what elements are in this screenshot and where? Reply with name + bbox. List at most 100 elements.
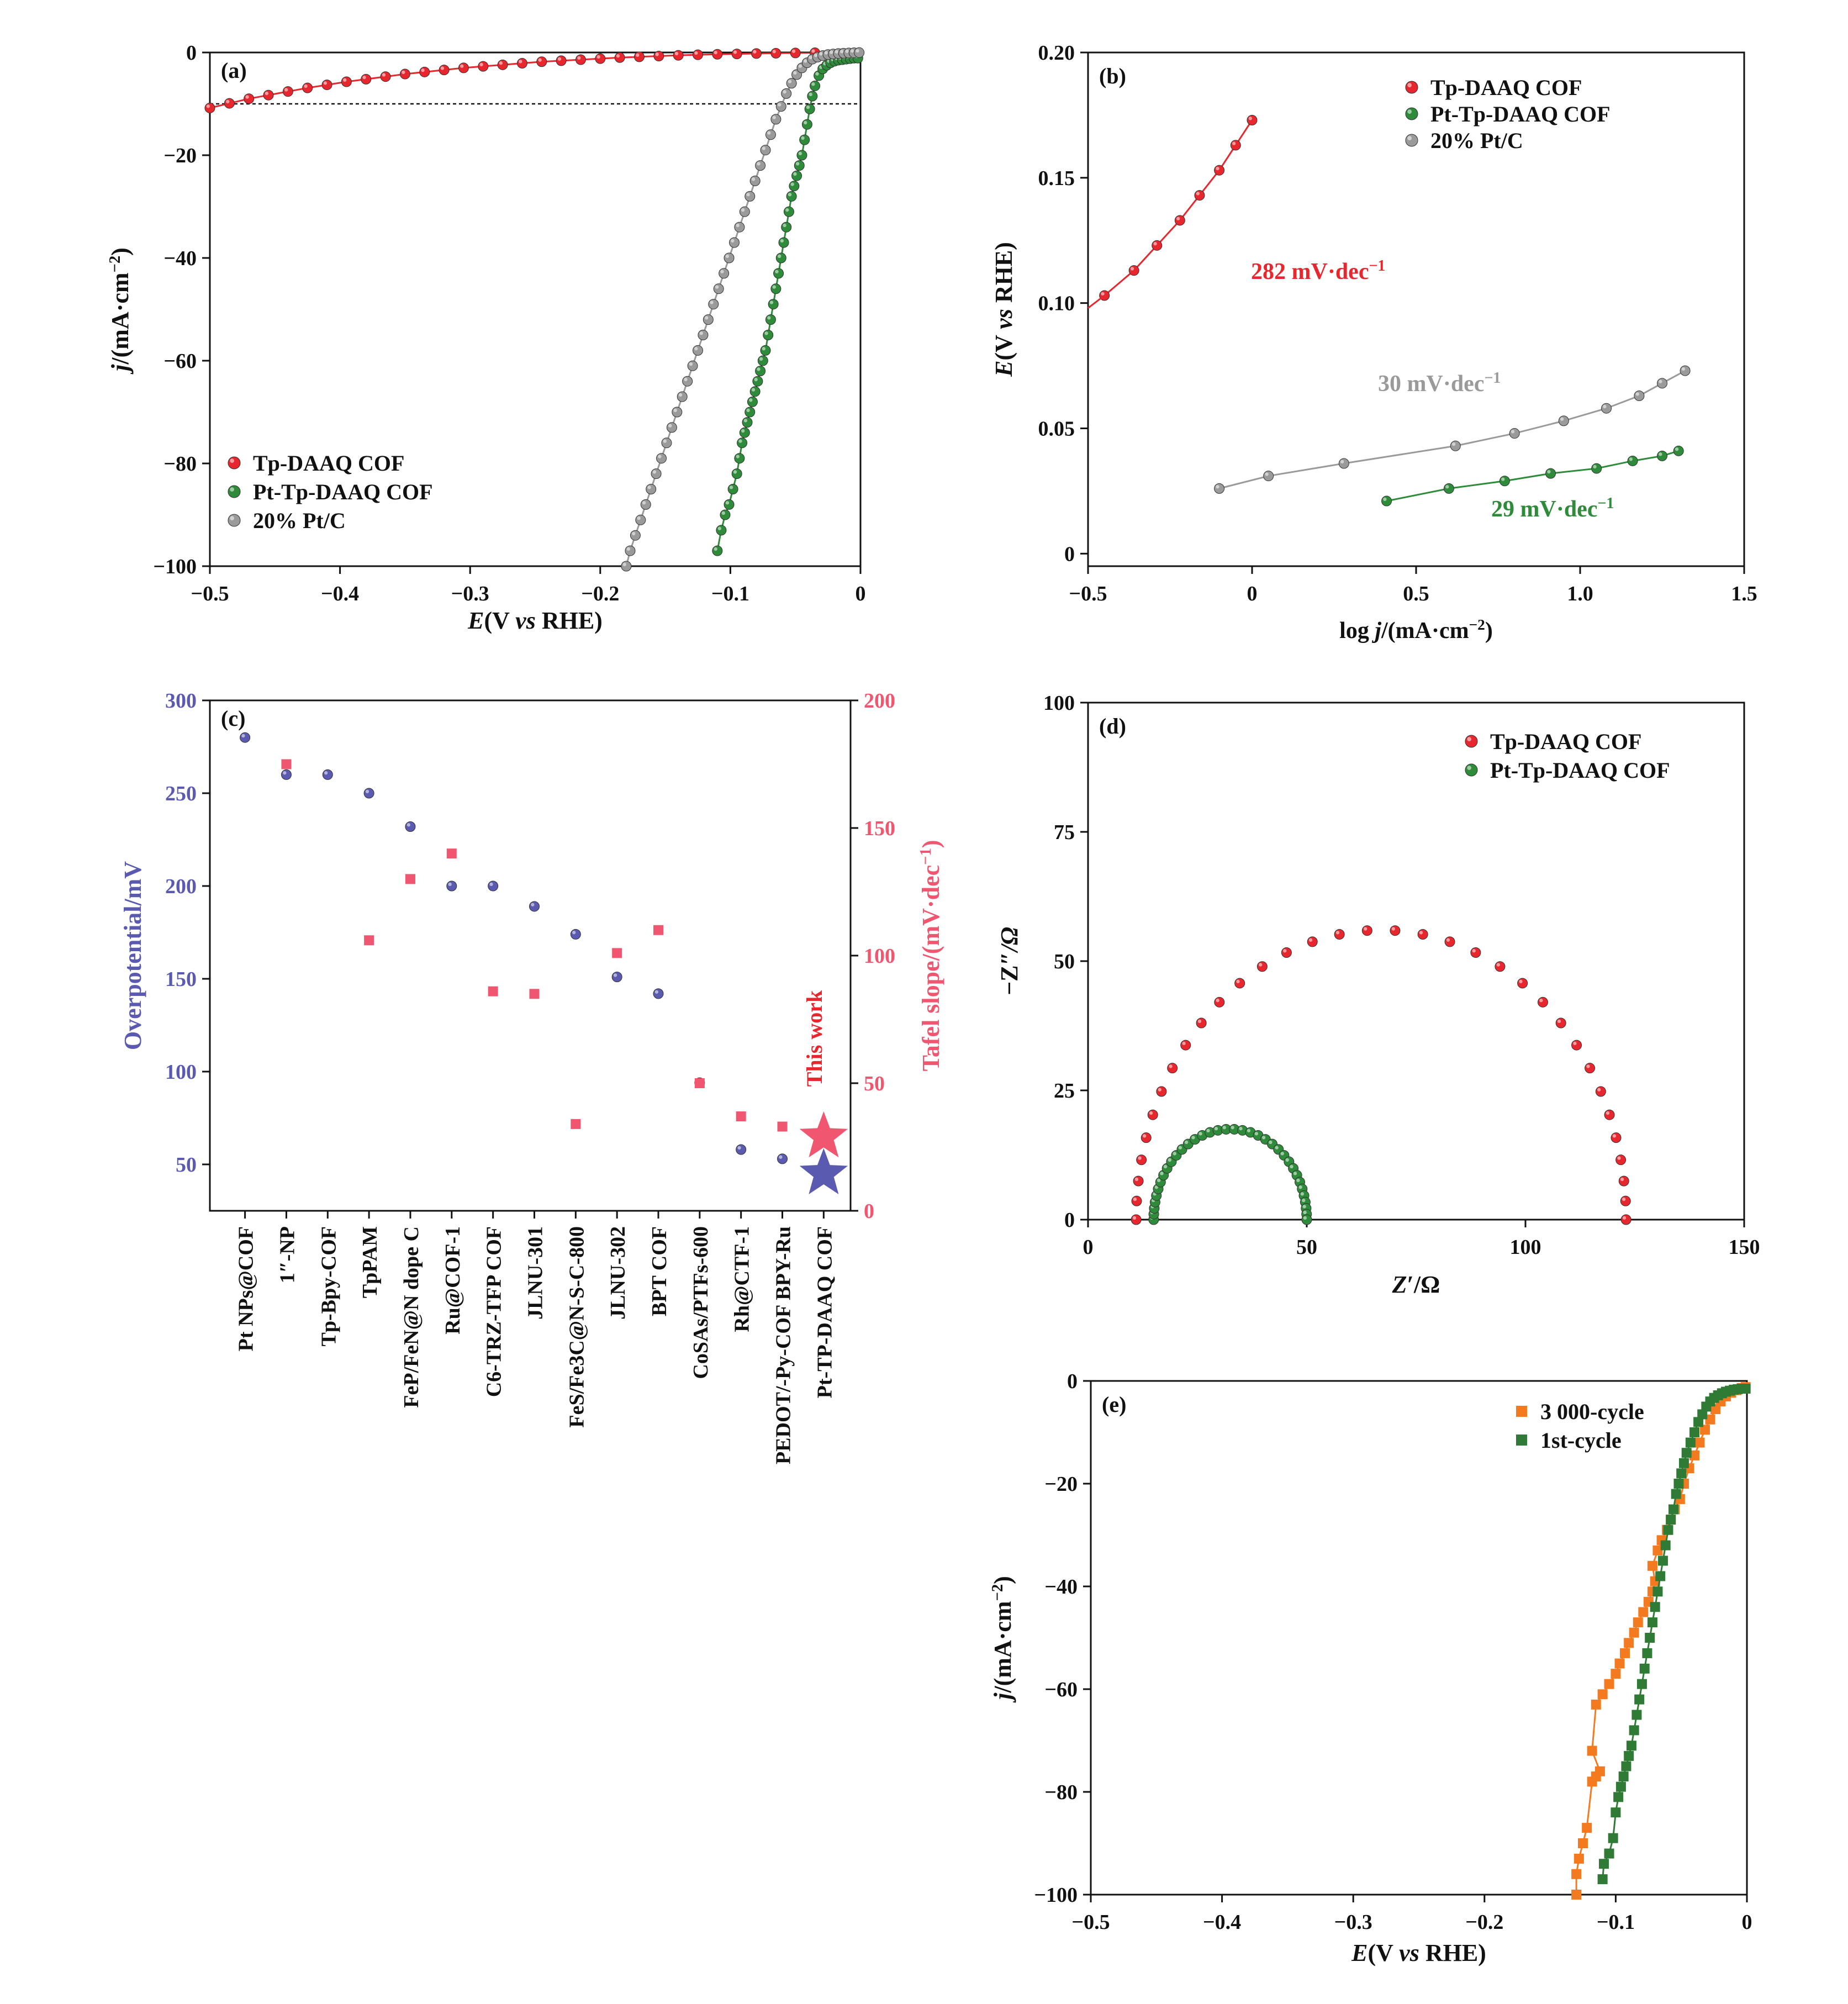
x-tick-label: −0.3: [451, 582, 489, 605]
data-point-1: [731, 468, 742, 479]
category-label: CoSAs/PTFs-600: [689, 1226, 712, 1379]
impedance-point-1-highlight: [1157, 1178, 1161, 1183]
data-point-1: [1631, 1710, 1642, 1720]
data-point-2: [775, 101, 786, 112]
data-point-1: [1663, 1525, 1673, 1535]
data-point-2: [719, 268, 730, 279]
data-point-2: [1673, 445, 1684, 456]
data-point-1-highlight: [759, 357, 763, 361]
panel-label: (b): [1099, 64, 1126, 88]
data-point-1: [1678, 1458, 1689, 1468]
data-point-0: [341, 76, 352, 87]
data-point-0: [633, 51, 645, 62]
data-point-0-highlight: [596, 55, 600, 59]
overpotential-point: [653, 988, 664, 999]
legend-marker: [228, 456, 241, 470]
y-axis-label-part: RHE): [990, 242, 1017, 309]
data-point-1-highlight: [764, 331, 768, 335]
data-point-0: [458, 62, 469, 73]
data-point-1: [1615, 1781, 1626, 1792]
y-tick-label: −40: [163, 247, 197, 270]
data-point-0: [1638, 1607, 1649, 1617]
axes-b: (b) −0.5 0 0.5 1.0 1.5 0 0.05 0.10 0.15 0.20 Tp-DAA…: [990, 41, 1757, 644]
x-tick-label: −0.5: [1071, 1911, 1110, 1934]
legend-label: 3 000-cycle: [1540, 1399, 1644, 1424]
impedance-point-1-highlight: [1214, 1127, 1218, 1131]
overpotential-point-highlight: [448, 882, 452, 886]
tafel-point: [653, 925, 663, 935]
slope-unit-exponent: −1: [1484, 370, 1501, 387]
impedance-point-0-highlight: [1597, 1088, 1601, 1091]
x-tick-label: 100: [1510, 1236, 1541, 1259]
x-tick-label: 0: [1083, 1236, 1094, 1259]
data-point-1: [1558, 415, 1569, 426]
data-point-0-highlight: [1130, 267, 1134, 271]
data-point-1: [1645, 1633, 1655, 1643]
impedance-point-0-highlight: [1182, 1041, 1186, 1046]
impedance-point-0-highlight: [1142, 1134, 1147, 1138]
y-axis-label: E(V vs RHE): [990, 242, 1017, 377]
y-tick-label-right: 50: [864, 1072, 885, 1095]
data-point-0: [770, 48, 782, 59]
overpotential-point-highlight: [613, 973, 617, 977]
impedance-point-0: [1517, 978, 1528, 989]
impedance-point-1-highlight: [1198, 1132, 1202, 1136]
y-axis-label-part: j: [989, 1692, 1016, 1703]
y-tick-label-right: 0: [864, 1200, 874, 1223]
data-point-1: [765, 314, 776, 325]
impedance-point-0: [1147, 1109, 1158, 1120]
impedance-point-0-highlight: [1617, 1156, 1621, 1160]
tafel-point: [777, 1121, 788, 1132]
y-tick-label: 75: [1054, 821, 1075, 844]
data-point-1: [810, 80, 821, 91]
data-point-1-highlight: [757, 367, 761, 371]
y-tick-label: −40: [1044, 1575, 1078, 1599]
data-point-0: [516, 58, 527, 69]
data-point-1: [1685, 1437, 1696, 1448]
data-point-0: [1614, 1658, 1625, 1669]
impedance-point-0-highlight: [1132, 1216, 1137, 1220]
data-point-0-highlight: [791, 49, 796, 53]
data-point-1-highlight: [736, 455, 740, 458]
panel-label: (e): [1102, 1392, 1126, 1417]
data-point-2-highlight: [1547, 470, 1551, 474]
data-point-2: [1499, 476, 1510, 487]
legend-marker: [1405, 134, 1418, 147]
data-point-1: [720, 509, 731, 520]
data-point-2: [625, 545, 636, 556]
data-point-0: [1597, 1689, 1608, 1700]
data-point-2-highlight: [767, 131, 771, 135]
y-tick-label: −20: [163, 144, 197, 167]
data-point-1: [1660, 1540, 1671, 1551]
category-label: TpPAM: [358, 1226, 382, 1298]
data-point-1: [760, 345, 771, 356]
y-axis-label-part: vs: [990, 309, 1017, 329]
overpotential-point-highlight: [365, 789, 369, 793]
data-point-0-highlight: [674, 51, 679, 56]
data-point-1: [1263, 471, 1274, 482]
impedance-point-1-highlight: [1254, 1132, 1259, 1136]
y-tick-label: 0: [1064, 542, 1075, 566]
y-tick-label: −100: [1034, 1884, 1078, 1907]
data-point-1-highlight: [738, 439, 742, 443]
data-point-1-highlight: [772, 285, 776, 289]
tafel-point: [364, 935, 374, 946]
x-axis-label-part: vs: [1399, 1939, 1419, 1966]
x-tick-label: 0: [1247, 582, 1258, 605]
impedance-point-0: [1281, 947, 1292, 958]
data-point-2-highlight: [819, 52, 823, 56]
axes-d: (d) 0 50 100 150 0 25 50 75 100 Tp-DAAQ COF Pt-Tp-D…: [996, 692, 1760, 1298]
tafel-point: [529, 989, 540, 999]
data-point-1: [1697, 1409, 1708, 1420]
data-point-2-highlight: [814, 54, 818, 57]
series-line-0: [1575, 1386, 1746, 1895]
data-point-2-highlight: [694, 347, 698, 351]
data-point-2: [1627, 455, 1638, 466]
data-point-1: [1624, 1750, 1634, 1761]
impedance-point-0: [1620, 1214, 1631, 1225]
data-point-0-highlight: [402, 70, 405, 75]
tafel-point: [736, 1111, 746, 1122]
data-point-0: [380, 71, 391, 82]
data-point-1: [796, 150, 807, 161]
impedance-point-0-highlight: [1391, 927, 1395, 931]
